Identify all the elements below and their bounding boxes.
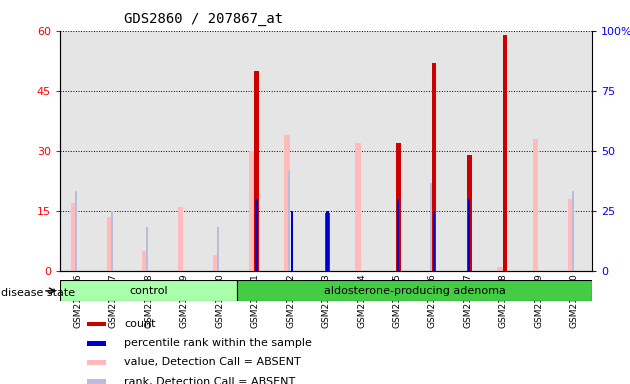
Bar	[87, 379, 106, 384]
Bar	[572, 191, 574, 271]
Bar	[255, 71, 258, 271]
Bar	[326, 211, 328, 271]
Bar	[71, 203, 77, 271]
Text: disease state: disease state	[1, 288, 76, 298]
Bar	[166, 31, 202, 271]
Bar	[60, 280, 238, 301]
Bar	[249, 151, 254, 271]
Bar	[468, 199, 471, 271]
Bar	[273, 31, 308, 271]
Bar	[75, 191, 77, 271]
Bar	[486, 31, 521, 271]
Bar	[284, 135, 290, 271]
Bar	[398, 199, 399, 271]
Bar	[308, 31, 344, 271]
Bar	[433, 211, 435, 271]
Text: percentile rank within the sample: percentile rank within the sample	[124, 338, 312, 348]
Bar	[178, 207, 183, 271]
Bar	[344, 31, 379, 271]
Bar	[497, 267, 503, 271]
Bar	[355, 143, 360, 271]
Bar	[142, 251, 147, 271]
Bar	[503, 35, 507, 271]
Bar	[430, 183, 432, 271]
Bar	[255, 199, 258, 271]
Bar	[432, 63, 436, 271]
Bar	[533, 139, 538, 271]
Bar	[214, 255, 219, 271]
Bar	[217, 227, 219, 271]
Bar	[450, 31, 486, 271]
Bar	[87, 360, 106, 365]
Text: rank, Detection Call = ABSENT: rank, Detection Call = ABSENT	[124, 377, 295, 384]
Bar	[379, 31, 415, 271]
Bar	[325, 213, 329, 271]
Bar	[521, 31, 557, 271]
Bar	[557, 31, 592, 271]
Bar	[87, 322, 106, 326]
Bar	[238, 31, 273, 271]
Bar	[202, 31, 238, 271]
Bar	[568, 199, 573, 271]
Bar	[95, 31, 131, 271]
Text: GDS2860 / 207867_at: GDS2860 / 207867_at	[123, 12, 283, 25]
Bar	[396, 143, 401, 271]
Bar	[87, 341, 106, 346]
Bar	[107, 217, 112, 271]
Bar	[288, 171, 290, 271]
Text: count: count	[124, 319, 156, 329]
Text: value, Detection Call = ABSENT: value, Detection Call = ABSENT	[124, 358, 301, 367]
Text: aldosterone-producing adenoma: aldosterone-producing adenoma	[324, 286, 506, 296]
Bar	[131, 31, 166, 271]
Bar	[238, 280, 592, 301]
Bar	[291, 211, 293, 271]
Text: control: control	[129, 286, 168, 296]
Bar	[111, 211, 113, 271]
Bar	[146, 227, 148, 271]
Bar	[415, 31, 450, 271]
Bar	[60, 31, 95, 271]
Bar	[467, 155, 471, 271]
